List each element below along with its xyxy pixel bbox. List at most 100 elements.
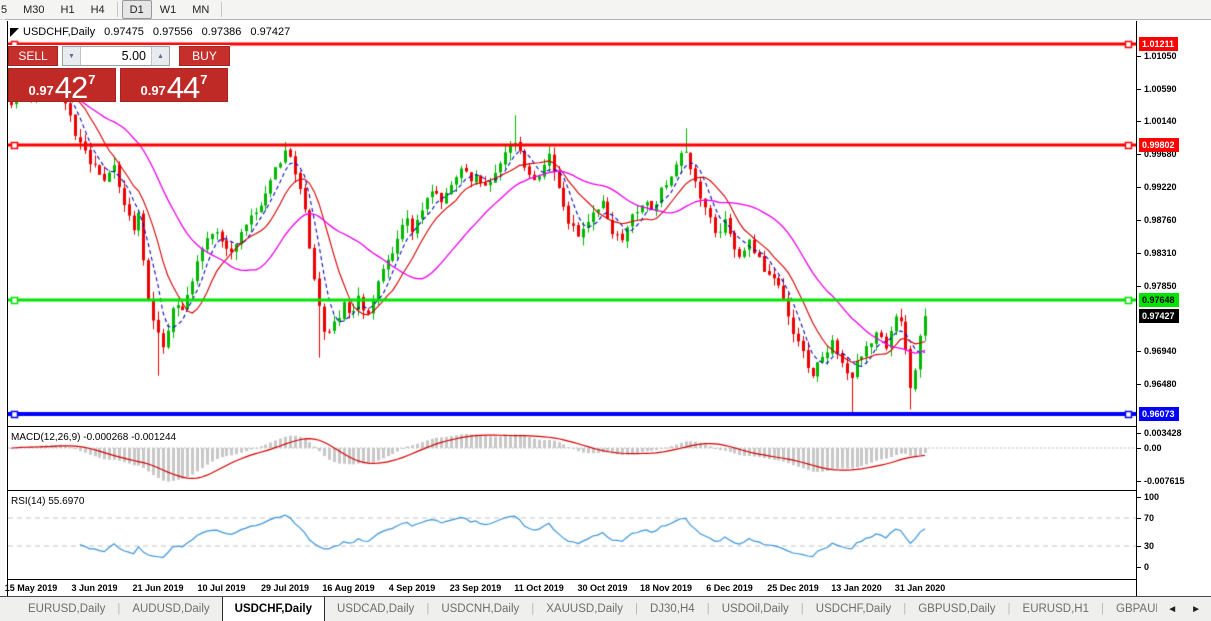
chart-tab-audusd-daily[interactable]: AUDUSD,Daily <box>132 603 210 615</box>
toolbar-separator <box>221 2 223 17</box>
macd-indicator-label: MACD(12,26,9) -0.000268 -0.001244 <box>11 432 177 443</box>
macd-tick-label: -0.007615 <box>1144 476 1185 486</box>
buy-price-pip: 7 <box>200 72 208 87</box>
rsi-canvas[interactable] <box>8 494 1137 579</box>
price-tick-mark <box>1137 56 1141 57</box>
chart-tab-usdcad-daily[interactable]: USDCAD,Daily <box>336 603 415 615</box>
chart-tab-eurusd-daily[interactable]: EURUSD,Daily <box>28 603 106 615</box>
timeframe-button-mn[interactable]: MN <box>192 3 210 16</box>
chart-tab-bar: EURUSD,Daily | AUDUSD,Daily USDCHF,Daily USD… <box>0 596 1211 621</box>
price-tick-label: 0.96480 <box>1144 379 1177 389</box>
timeframe-button-5[interactable]: 5 <box>1 3 8 16</box>
buy-price-small: 0.97 <box>140 83 166 98</box>
sell-price-pip: 7 <box>88 72 96 87</box>
timeframe-button-m30[interactable]: M30 <box>23 3 45 16</box>
chart-tab-usdcnh-daily[interactable]: USDCNH,Daily <box>441 603 520 615</box>
rsi-tick-label: 70 <box>1144 513 1155 523</box>
rsi-tick-label: 100 <box>1144 492 1160 502</box>
buy-button[interactable]: BUY <box>179 46 230 66</box>
ohlc-close: 0.97427 <box>250 26 291 38</box>
tab-separator: | <box>800 603 804 615</box>
price-level-badge: 0.97427 <box>1139 309 1179 323</box>
tab-separator: | <box>426 603 430 615</box>
volume-down-icon[interactable]: ▼ <box>63 47 81 65</box>
timeframe-toolbar: 5 M30 H1 H4 D1 W1 MN <box>0 0 1211 20</box>
volume-stepper: ▼ ▲ <box>62 46 170 66</box>
price-tick-mark <box>1137 121 1141 122</box>
date-label: 13 Jan 2020 <box>831 583 882 593</box>
date-label: 15 May 2019 <box>4 583 58 593</box>
price-level-badge: 0.97648 <box>1139 293 1179 307</box>
rsi-tick-mark <box>1137 567 1141 568</box>
timeframe-button-w1[interactable]: W1 <box>159 3 177 16</box>
rsi-indicator-label: RSI(14) 55.6970 <box>11 496 85 507</box>
chart-tabs: EURUSD,Daily | AUDUSD,Daily USDCHF,Daily USD… <box>0 597 1157 621</box>
price-tick-label: 0.98310 <box>1144 248 1177 258</box>
chart-symbol: USDCHF,Daily <box>23 26 96 38</box>
chart-tab-gbpaud-h1[interactable]: GBPAUD,H1 <box>1116 603 1157 615</box>
volume-input[interactable] <box>81 47 151 65</box>
timeframe-button-h4[interactable]: H4 <box>90 3 105 16</box>
tab-separator: | <box>1101 603 1104 615</box>
chart-tab-usdchf-daily[interactable]: USDCHF,Daily <box>815 603 892 615</box>
price-tick-mark <box>1137 220 1141 221</box>
price-tick-label: 0.99220 <box>1144 182 1177 192</box>
one-click-trading-panel: SELL ▼ ▲ BUY 0.97 42 7 0.97 44 7 <box>8 45 230 103</box>
macd-tick-mark <box>1137 448 1141 449</box>
date-label: 3 Jun 2019 <box>71 583 118 593</box>
date-label: 29 Jul 2019 <box>260 583 310 593</box>
ohlc-low: 0.97386 <box>201 26 242 38</box>
price-tick-label: 0.96940 <box>1144 346 1177 356</box>
sell-button[interactable]: SELL <box>8 46 58 66</box>
timeframe-button-d1[interactable]: D1 <box>121 0 152 19</box>
ohlc-open: 0.97475 <box>104 26 144 38</box>
tabs-scroll-right-icon[interactable]: ► <box>1191 603 1201 615</box>
timeframe-button-h1[interactable]: H1 <box>60 3 75 16</box>
date-label: 25 Dec 2019 <box>767 583 819 593</box>
macd-canvas[interactable] <box>8 430 1137 490</box>
ohlc-high: 0.97556 <box>152 26 193 38</box>
price-scale[interactable]: 1.01050 1.00590 1.00140 0.99680 0.99220 0.987… <box>1136 21 1211 596</box>
tab-separator: | <box>706 603 710 615</box>
sell-price-small: 0.97 <box>28 83 54 98</box>
price-tick-mark <box>1137 89 1141 90</box>
chart-window: 15 May 2019 3 Jun 2019 21 Jun 2019 10 Jul 2… <box>5 19 1211 597</box>
volume-up-icon[interactable]: ▲ <box>151 47 169 65</box>
price-tick-label: 0.99680 <box>1144 149 1177 159</box>
macd-tick-label: 0.003428 <box>1144 428 1182 438</box>
price-level-badge: 1.01211 <box>1139 37 1179 51</box>
buy-price-box[interactable]: 0.97 44 7 <box>120 68 228 103</box>
price-tick-label: 0.98760 <box>1144 215 1177 225</box>
date-label: 10 Jul 2019 <box>197 583 246 593</box>
sell-price-box[interactable]: 0.97 42 7 <box>8 68 116 103</box>
price-tick-label: 1.00140 <box>1144 116 1177 126</box>
chart-tab-xauusd-daily[interactable]: XAUUSD,Daily <box>546 603 623 615</box>
chart-tab-gbpusd-daily[interactable]: GBPUSD,Daily <box>918 603 996 615</box>
chart-tab-usdchf-daily[interactable]: USDCHF,Daily <box>221 597 325 621</box>
price-tick-mark <box>1137 351 1141 352</box>
price-level-badge: 0.99802 <box>1139 138 1179 152</box>
macd-tick-mark <box>1137 481 1141 482</box>
tab-separator: | <box>634 603 638 615</box>
chart-tab-dj30-h4[interactable]: DJ30,H4 <box>649 603 695 615</box>
price-tick-label: 0.97850 <box>1144 281 1177 291</box>
rsi-tick-label: 30 <box>1144 541 1155 551</box>
rsi-tick-mark <box>1137 518 1141 519</box>
price-level-badge: 0.96073 <box>1139 407 1179 421</box>
date-label: 23 Sep 2019 <box>449 583 502 593</box>
tab-scroll-arrows: ◄ ► <box>1157 597 1211 621</box>
macd-tick-label: 0.00 <box>1144 443 1162 453</box>
rsi-tick-label: 0 <box>1144 562 1150 572</box>
price-tick-mark <box>1137 286 1141 287</box>
date-label: 18 Nov 2019 <box>639 583 693 593</box>
chart-tab-eurusd-h1[interactable]: EURUSD,H1 <box>1022 603 1089 615</box>
collapse-trade-panel-icon[interactable] <box>10 27 19 37</box>
date-label: 11 Oct 2019 <box>514 583 564 593</box>
chart-plots: 15 May 2019 3 Jun 2019 21 Jun 2019 10 Jul 2… <box>4 21 1137 596</box>
tab-separator: | <box>1007 603 1011 615</box>
chart-tab-usdoil-daily[interactable]: USDOil,Daily <box>721 603 789 615</box>
tabs-scroll-left-icon[interactable]: ◄ <box>1167 603 1178 615</box>
price-tick-mark <box>1137 187 1141 188</box>
macd-tick-mark <box>1137 433 1141 434</box>
